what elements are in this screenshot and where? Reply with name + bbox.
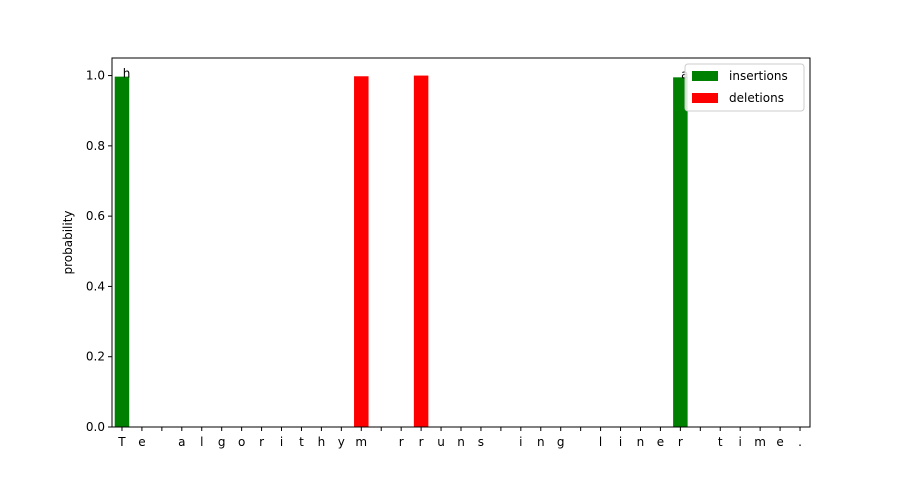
x-tick-label: a (178, 435, 185, 449)
x-tick-label: r (678, 435, 683, 449)
x-tick-label: l (599, 435, 602, 449)
x-tick-label: e (657, 435, 664, 449)
bar-annotation: h (123, 67, 131, 81)
insertions-bar-28 (673, 77, 688, 427)
y-tick-label: 0.8 (86, 139, 105, 153)
deletions-bar-15 (413, 75, 429, 427)
x-tick-label: i (619, 435, 622, 449)
y-tick-label: 0.6 (86, 209, 105, 223)
x-tick-label: i (739, 435, 742, 449)
x-tick-label: m (355, 435, 367, 449)
x-tick-label: r (399, 435, 404, 449)
bars-layer (114, 75, 688, 428)
annotations-layer: ha (123, 67, 689, 82)
x-tick-label: u (437, 435, 445, 449)
x-tick-label: i (519, 435, 522, 449)
legend-label-deletions: deletions (729, 91, 784, 105)
y-tick-label: 0.2 (86, 350, 105, 364)
x-tick-label: n (457, 435, 465, 449)
y-axis: 0.0 0.2 0.4 0.6 0.8 1.0 (86, 69, 112, 434)
x-tick-label: s (478, 435, 484, 449)
x-tick-label: m (754, 435, 766, 449)
x-tick-label: n (537, 435, 545, 449)
y-tick-label: 0.0 (86, 420, 105, 434)
x-tick-label: e (138, 435, 145, 449)
x-tick-label: e (776, 435, 783, 449)
x-tick-label: i (280, 435, 283, 449)
x-tick-label: T (117, 435, 126, 449)
x-tick-label: r (419, 435, 424, 449)
y-tick-label: 0.4 (86, 279, 105, 293)
y-axis-label: probability (61, 210, 75, 274)
x-tick-label: o (238, 435, 245, 449)
plot-frame (111, 57, 811, 428)
insertions-bar-0 (114, 76, 130, 427)
x-tick-label: . (798, 435, 802, 449)
x-tick-label: y (338, 435, 345, 449)
x-tick-label: r (259, 435, 264, 449)
x-tick-label: t (718, 435, 723, 449)
x-tick-label: n (637, 435, 645, 449)
legend: insertions deletions (684, 63, 805, 112)
deletions-bar-12 (354, 76, 369, 428)
x-tick-label: g (218, 435, 226, 449)
x-tick-label: l (200, 435, 203, 449)
x-tick-label: h (318, 435, 326, 449)
y-tick-label: 1.0 (86, 69, 105, 83)
x-tick-label: t (299, 435, 304, 449)
x-tick-label: g (557, 435, 565, 449)
legend-label-insertions: insertions (729, 69, 788, 83)
legend-swatch-insertions (692, 71, 718, 81)
legend-swatch-deletions (692, 93, 718, 103)
